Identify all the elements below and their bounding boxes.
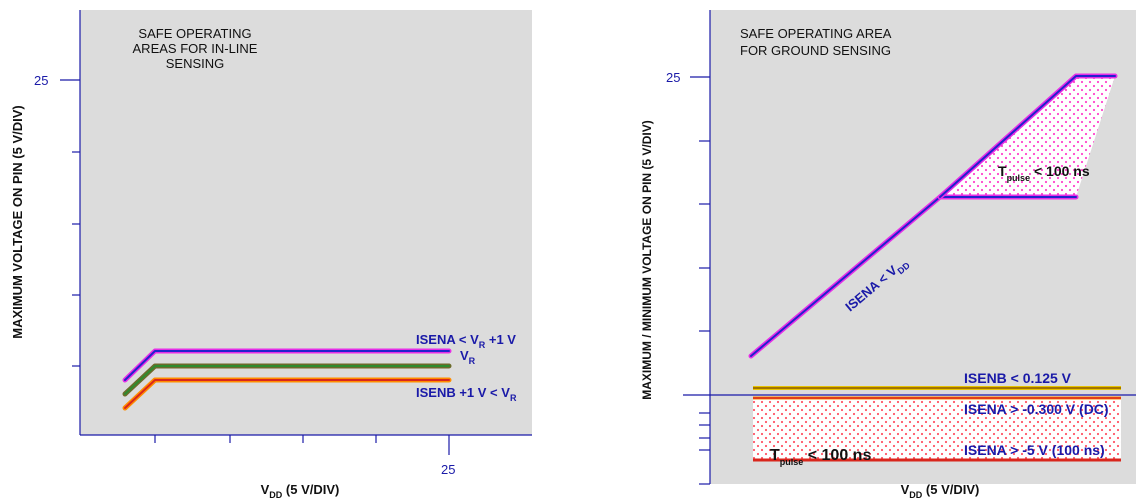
right-bottom-pulse-region-dots	[753, 398, 1121, 460]
right-label-tpulse-top: Tpulse < 100 ns	[998, 163, 1090, 183]
left-title-line-1: SAFE OPERATING	[138, 26, 251, 41]
left-series-isena	[122, 348, 452, 383]
left-label-vr: VR	[460, 348, 476, 366]
left-title-line-2: AREAS FOR IN-LINE	[133, 41, 258, 56]
left-series-isenb	[122, 377, 452, 411]
right-y-ticks	[690, 76, 710, 485]
left-title-line-3: SENSING	[166, 56, 225, 71]
left-x-ticks	[154, 435, 450, 455]
right-x-axis-label: VDD (5 V/DIV)	[901, 482, 980, 500]
left-y-axis-label: MAXIMUM VOLTAGE ON PIN (5 V/DIV)	[10, 105, 25, 339]
right-label-tpulse-bottom: Tpulse < 100 ns	[770, 447, 871, 467]
left-x-tick-label: 25	[441, 462, 455, 477]
right-y-tick-label: 25	[666, 70, 680, 85]
right-top-pulse-region-dots	[940, 76, 1115, 197]
left-series-vr	[122, 363, 452, 397]
left-y-ticks	[60, 79, 80, 367]
right-title-line-2: FOR GROUND SENSING	[740, 43, 891, 58]
right-title-line-1: SAFE OPERATING AREA	[740, 26, 892, 41]
left-label-isena: ISENA < VR +1 V	[416, 332, 516, 350]
left-label-isenb: ISENB +1 V < VR	[416, 385, 517, 403]
right-label-isenb: ISENB < 0.125 V	[964, 370, 1072, 386]
left-chart: 25 25 SAFE OPERATING AREAS FOR IN-LINE S…	[10, 10, 532, 500]
left-x-axis-label: VDD (5 V/DIV)	[261, 482, 340, 500]
right-label-isena-pulse: ISENA > -5 V (100 ns)	[964, 442, 1105, 458]
right-chart: 25 SAFE OPERATING AREA FOR GROUND SENSIN…	[640, 10, 1136, 500]
right-label-isena-dc: ISENA > -0.300 V (DC)	[964, 401, 1109, 417]
left-y-tick-label: 25	[34, 73, 48, 88]
right-series-isena-vdd	[748, 73, 1118, 359]
right-y-axis-label: MAXIMUM / MINIMUM VOLTAGE ON PIN (5 V/DI…	[640, 120, 654, 400]
